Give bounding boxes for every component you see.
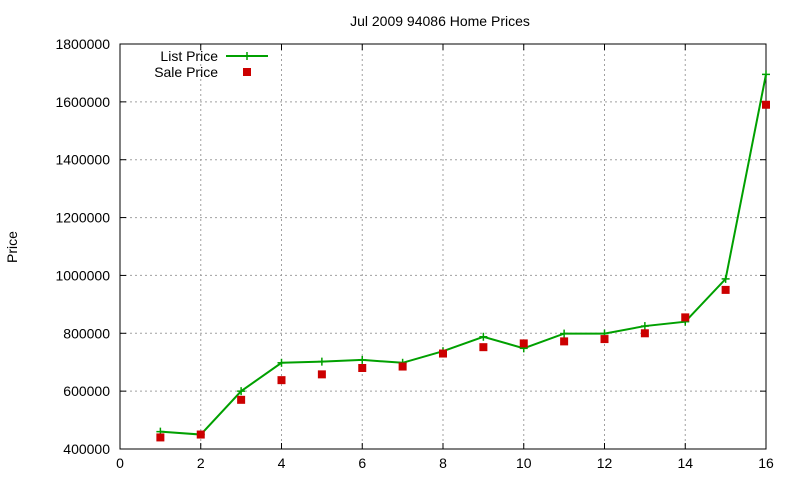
- list-price-point: [721, 274, 730, 283]
- legend-marker-sale-price: [243, 68, 251, 76]
- sale-price-point: [479, 343, 488, 352]
- list-price-point: [277, 358, 286, 367]
- y-tick-label: 1800000: [55, 36, 110, 52]
- sale-price-point: [196, 430, 205, 439]
- x-tick-label: 2: [197, 455, 205, 471]
- x-tick-label: 4: [278, 455, 286, 471]
- sale-price-point: [237, 395, 246, 404]
- y-tick-label: 1400000: [55, 152, 110, 168]
- axis-ticks: 400000 600000 800000 1000000 1200000 1400000 1…: [55, 36, 774, 471]
- y-tick-label: 400000: [63, 441, 110, 457]
- legend-label-list-price: List Price: [160, 48, 218, 64]
- sale-price-point: [560, 337, 569, 346]
- list-price-point: [237, 387, 246, 396]
- chart-title: Jul 2009 94086 Home Prices: [350, 13, 530, 29]
- x-tick-label: 0: [116, 455, 124, 471]
- list-price-point: [317, 357, 326, 366]
- y-tick-label: 1600000: [55, 94, 110, 110]
- list-price-point: [762, 70, 770, 79]
- sale-price-point: [156, 433, 165, 442]
- sale-price-point: [317, 370, 326, 379]
- sale-price-point: [681, 313, 690, 322]
- x-tick-label: 16: [758, 455, 774, 471]
- list-price-point: [358, 355, 367, 364]
- x-tick-label: 6: [358, 455, 366, 471]
- sale-price-point: [398, 362, 407, 371]
- x-tick-label: 10: [516, 455, 532, 471]
- sale-price-point: [762, 100, 770, 109]
- y-tick-label: 1200000: [55, 210, 110, 226]
- y-axis-label: Price: [4, 231, 20, 263]
- sale-price-point: [439, 349, 447, 358]
- list-price-point: [479, 332, 488, 341]
- list-price-point: [560, 329, 569, 338]
- y-tick-label: 1000000: [55, 267, 110, 283]
- x-tick-label: 8: [439, 455, 447, 471]
- sale-price-point: [519, 339, 528, 348]
- sale-price-point: [640, 329, 649, 338]
- sale-price-point: [600, 335, 609, 344]
- list-price-line: [160, 74, 767, 436]
- sale-price-point: [358, 364, 367, 372]
- x-tick-label: 12: [597, 455, 613, 471]
- sale-price-point: [721, 285, 730, 294]
- x-tick-label: 14: [677, 455, 693, 471]
- list-price-point: [640, 322, 649, 331]
- series: [156, 70, 770, 442]
- legend-marker-list-price: [243, 52, 251, 60]
- sale-price-point: [277, 376, 286, 385]
- y-tick-label: 600000: [63, 383, 110, 399]
- legend-label-sale-price: Sale Price: [154, 64, 218, 80]
- y-tick-label: 800000: [63, 325, 110, 341]
